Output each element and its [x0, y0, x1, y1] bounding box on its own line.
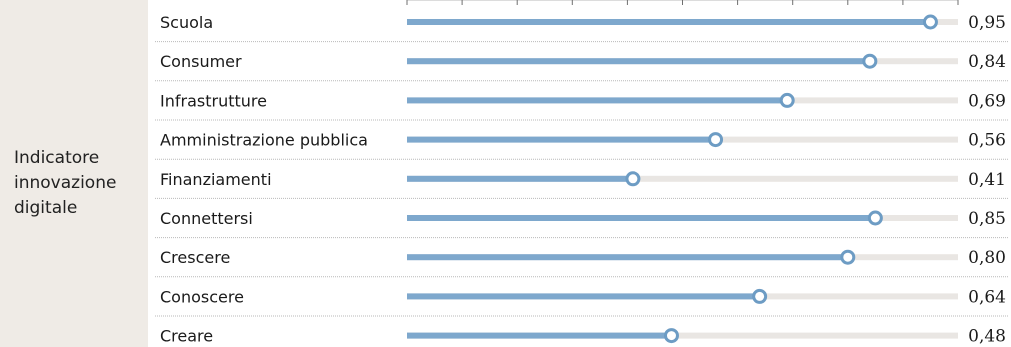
- value-label: 0,80: [968, 248, 1006, 268]
- value-bar: [407, 332, 672, 339]
- value-marker: [840, 249, 856, 265]
- value-bar: [407, 19, 931, 25]
- value-label: 0,56: [968, 131, 1006, 151]
- value-marker: [779, 92, 795, 108]
- value-label: 0,48: [968, 327, 1006, 347]
- value-label: 0,64: [968, 287, 1006, 307]
- chart-row: Connettersi 0,85: [155, 209, 1008, 239]
- chart-row: Consumer 0,84: [155, 52, 1008, 82]
- bar-track: [407, 175, 958, 182]
- category-label: Consumer: [160, 52, 242, 71]
- value-bar: [407, 175, 633, 182]
- indicator-title: Indicatore innovazione digitale: [14, 148, 117, 218]
- value-marker: [752, 288, 768, 304]
- value-label: 0,85: [968, 209, 1006, 229]
- category-label: Amministrazione pubblica: [160, 131, 368, 150]
- value-marker: [867, 210, 883, 226]
- chart-row: Finanziamenti 0,41: [155, 170, 1008, 199]
- value-marker: [663, 328, 679, 344]
- value-bar: [407, 293, 760, 300]
- category-label: Infrastrutture: [160, 91, 267, 110]
- indicator-panel: Indicatore innovazione digitale: [0, 0, 148, 347]
- value-bar: [407, 254, 848, 261]
- value-label: 0,95: [968, 13, 1006, 33]
- value-bar: [407, 58, 870, 65]
- chart-row: Crescere 0,80: [155, 248, 1008, 278]
- category-label: Scuola: [160, 13, 213, 32]
- value-bar: [407, 136, 716, 143]
- chart-row: Creare 0,48: [160, 327, 1006, 347]
- top-axis-ticks: [406, 0, 959, 5]
- value-marker: [708, 132, 724, 148]
- chart-row: Conoscere 0,64: [155, 287, 1008, 317]
- value-bar: [407, 97, 788, 104]
- category-label: Creare: [160, 327, 213, 346]
- value-label: 0,41: [968, 170, 1006, 190]
- chart-row: Amministrazione pubblica 0,56: [155, 131, 1008, 160]
- category-label: Conoscere: [160, 287, 244, 306]
- chart-rows: Scuola 0,95 Consumer 0,84 Infrastrutture 0,69…: [155, 13, 1008, 347]
- value-bar: [407, 215, 876, 221]
- value-marker: [862, 53, 878, 69]
- category-label: Connettersi: [160, 209, 253, 228]
- value-marker: [922, 14, 938, 30]
- category-label: Finanziamenti: [160, 170, 272, 189]
- value-label: 0,69: [968, 91, 1006, 111]
- chart-row: Infrastrutture 0,69: [155, 91, 1008, 121]
- value-label: 0,84: [968, 52, 1006, 72]
- bar-track: [407, 332, 958, 339]
- category-label: Crescere: [160, 248, 230, 267]
- value-marker: [625, 171, 641, 187]
- chart-row: Scuola 0,95: [155, 13, 1008, 43]
